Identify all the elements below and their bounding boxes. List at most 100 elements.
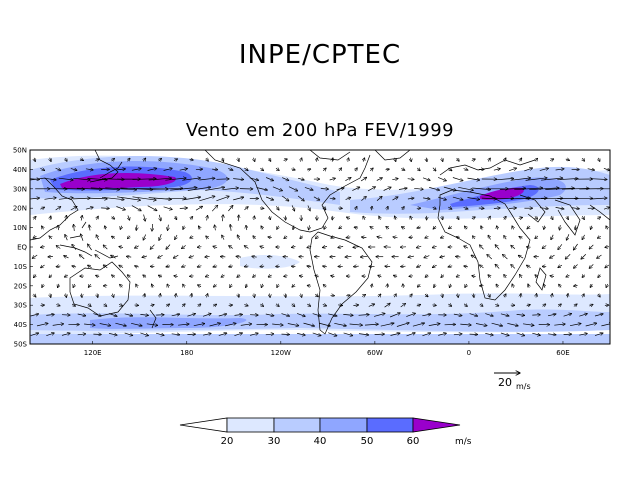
wind-arrow xyxy=(334,322,346,326)
wind-arrow xyxy=(32,254,38,258)
wind-arrow xyxy=(253,236,256,239)
wind-arrow xyxy=(526,265,531,267)
wind-arrow xyxy=(509,208,516,209)
wind-arrow xyxy=(259,208,264,209)
wind-arrow xyxy=(433,168,436,171)
wind-arrow xyxy=(58,177,74,180)
lat-label: 10S xyxy=(14,263,28,271)
wind-arrow xyxy=(432,265,437,267)
lon-label: 60E xyxy=(556,349,569,357)
wind-arrow xyxy=(403,284,404,288)
wind-arrow xyxy=(422,314,431,316)
wind-arrow xyxy=(409,276,413,277)
wind-arrow xyxy=(163,206,173,210)
wind-arrow xyxy=(528,284,529,288)
wind-arrow xyxy=(199,196,215,202)
wind-arrow xyxy=(88,304,91,307)
wind-arrow xyxy=(426,157,427,162)
wind-arrow xyxy=(504,274,507,279)
wind-arrow xyxy=(44,198,57,200)
wind-arrow xyxy=(520,294,521,298)
wind-arrow xyxy=(33,236,36,238)
wind-arrow xyxy=(590,198,607,199)
wind-arrow xyxy=(166,304,169,306)
wind-arrow xyxy=(322,246,328,247)
wind-arrow xyxy=(432,305,437,306)
wind-arrow xyxy=(234,314,243,315)
wind-arrow xyxy=(370,168,373,171)
wind-arrow xyxy=(554,324,565,325)
wind-arrow xyxy=(183,284,185,287)
wind-arrow xyxy=(566,234,569,240)
wind-arrow xyxy=(88,265,92,268)
wind-arrow xyxy=(605,265,610,268)
colorbar-label-30: 30 xyxy=(268,436,281,447)
wind-arrow xyxy=(598,157,600,162)
lat-label: 20S xyxy=(14,282,28,290)
wind-arrow xyxy=(191,294,192,298)
wind-arrow xyxy=(355,206,357,211)
wind-arrow xyxy=(432,246,437,248)
lat-label: 30N xyxy=(13,185,27,193)
wind-arrow xyxy=(50,293,51,298)
wind-arrow xyxy=(557,179,578,180)
wind-arrow xyxy=(363,216,365,220)
wind-arrow xyxy=(222,188,239,191)
wind-arrow xyxy=(261,283,262,288)
lat-label: 10N xyxy=(13,224,27,232)
wind-arrow xyxy=(269,158,271,161)
wind-arrow xyxy=(384,303,391,308)
wind-arrow xyxy=(320,189,329,190)
wind-arrow xyxy=(318,322,330,326)
lat-label: EQ xyxy=(17,244,27,252)
wind-arrow xyxy=(115,322,126,326)
wind-arrow xyxy=(173,254,179,258)
wind-arrow xyxy=(547,314,556,316)
wind-arrow xyxy=(429,187,439,190)
wind-arrow xyxy=(42,226,44,229)
wind-arrow xyxy=(144,214,146,222)
wind-arrow xyxy=(516,332,525,336)
wind-arrow xyxy=(360,177,367,182)
wind-arrow xyxy=(434,283,435,288)
wind-arrow xyxy=(573,264,578,269)
wind-arrow xyxy=(425,294,428,297)
reference-vector: 20 m/s xyxy=(494,373,531,391)
wind-arrow xyxy=(30,333,39,336)
wind-arrow xyxy=(203,333,211,335)
wind-arrow xyxy=(423,198,430,199)
wind-arrow xyxy=(230,283,232,288)
wind-arrow xyxy=(601,323,610,327)
wind-arrow xyxy=(300,236,303,239)
wind-arrow xyxy=(545,188,574,189)
wind-arrow xyxy=(104,304,107,306)
wind-arrow xyxy=(58,198,73,200)
wind-arrow xyxy=(532,332,540,335)
wind-arrow xyxy=(587,169,595,170)
wind-arrow xyxy=(30,198,40,199)
wind-arrow xyxy=(332,215,333,220)
wind-arrow xyxy=(370,227,373,229)
wind-arrow xyxy=(410,216,412,220)
wind-arrow xyxy=(361,196,366,201)
wind-arrow xyxy=(265,314,274,316)
wind-arrow xyxy=(143,275,146,277)
wind-arrow xyxy=(240,324,252,326)
wind-arrow xyxy=(277,225,279,230)
colorbar-segment-low xyxy=(179,417,228,433)
wind-arrow xyxy=(250,333,258,336)
wind-arrow xyxy=(64,275,68,277)
wind-arrow xyxy=(61,333,70,336)
wind-arrow xyxy=(323,168,326,171)
wind-arrow xyxy=(338,246,344,247)
colorbar-segment-2 xyxy=(273,417,321,433)
wind-arrow xyxy=(272,324,283,325)
wind-arrow xyxy=(233,197,244,201)
lon-label: 60W xyxy=(367,349,383,357)
wind-arrow xyxy=(183,225,184,230)
wind-arrow xyxy=(412,323,425,327)
wind-arrow xyxy=(448,227,451,229)
wind-arrow xyxy=(579,333,587,335)
wind-arrow xyxy=(539,208,549,209)
wind-arrow xyxy=(315,275,319,277)
